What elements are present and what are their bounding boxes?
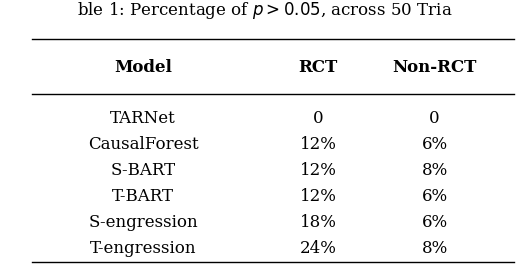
Text: RCT: RCT bbox=[298, 60, 338, 76]
Text: Non-RCT: Non-RCT bbox=[392, 60, 477, 76]
Text: CausalForest: CausalForest bbox=[88, 136, 198, 153]
Text: Model: Model bbox=[114, 60, 172, 76]
Text: 6%: 6% bbox=[421, 136, 448, 153]
Text: TARNet: TARNet bbox=[110, 110, 176, 127]
Text: ble 1: Percentage of $p > 0.05$, across 50 Tria: ble 1: Percentage of $p > 0.05$, across … bbox=[77, 0, 453, 21]
Text: T-BART: T-BART bbox=[112, 188, 174, 205]
Text: 0: 0 bbox=[313, 110, 323, 127]
Text: 18%: 18% bbox=[299, 214, 337, 231]
Text: S-engression: S-engression bbox=[89, 214, 198, 231]
Text: 8%: 8% bbox=[421, 162, 448, 179]
Text: 12%: 12% bbox=[299, 136, 337, 153]
Text: 8%: 8% bbox=[421, 240, 448, 257]
Text: 6%: 6% bbox=[421, 214, 448, 231]
Text: T-engression: T-engression bbox=[90, 240, 196, 257]
Text: 12%: 12% bbox=[299, 188, 337, 205]
Text: 6%: 6% bbox=[421, 188, 448, 205]
Text: S-BART: S-BART bbox=[111, 162, 175, 179]
Text: 0: 0 bbox=[429, 110, 440, 127]
Text: 12%: 12% bbox=[299, 162, 337, 179]
Text: 24%: 24% bbox=[299, 240, 337, 257]
